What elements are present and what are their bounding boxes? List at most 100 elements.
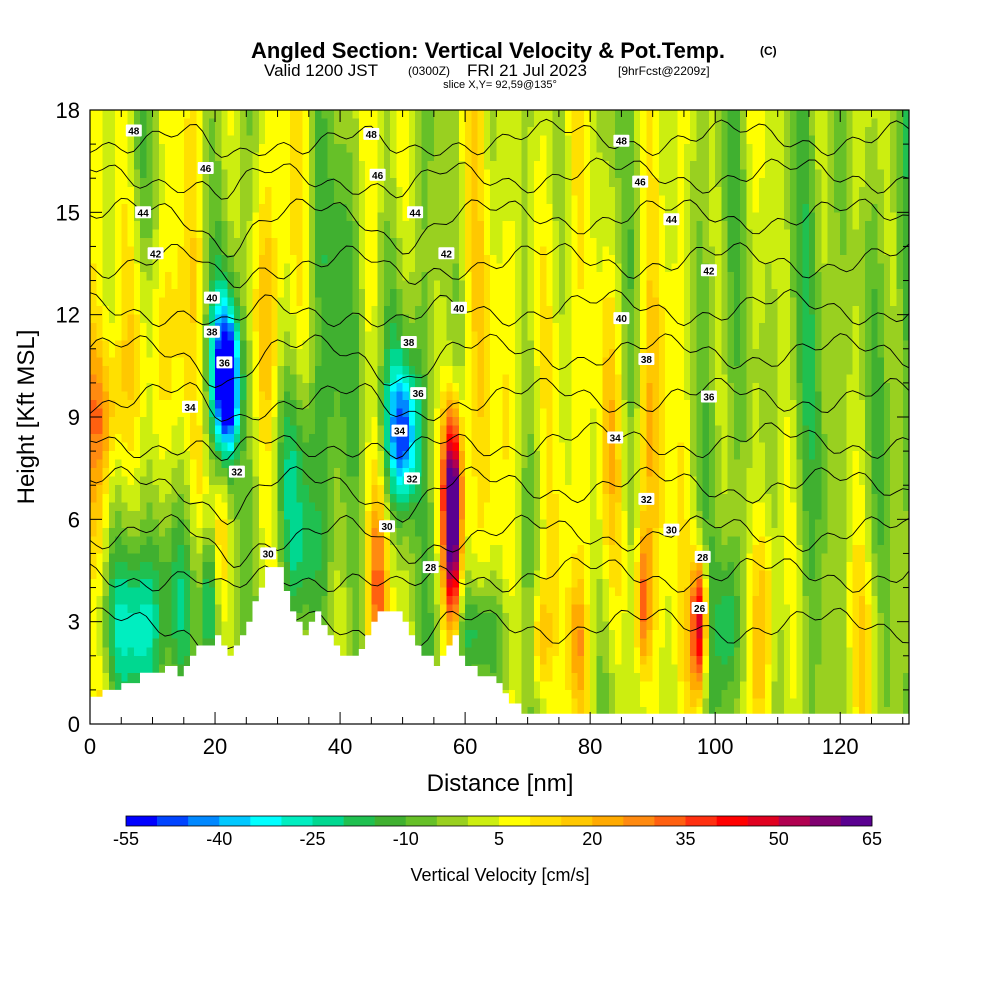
colorbar-swatch [157, 816, 189, 826]
contour-label: 36 [216, 356, 233, 369]
colorbar-swatch [374, 816, 407, 826]
colorbar-swatch [405, 816, 438, 826]
contour-label: 34 [391, 424, 408, 438]
colorbar-swatch [126, 816, 158, 826]
colorbar-tick-label: 50 [769, 829, 789, 849]
chart-slice-info: slice X,Y= 92,59@135° [443, 79, 557, 91]
heatmap-field [90, 110, 909, 724]
colorbar-swatch [561, 816, 593, 826]
contour-line [90, 242, 909, 289]
colorbar-swatch [467, 816, 500, 826]
y-tick-label: 18 [56, 98, 80, 123]
colorbar-tick-label: -55 [113, 829, 139, 849]
colorbar-tick-label: 20 [582, 829, 602, 849]
colorbar-title: Vertical Velocity [cm/s] [410, 865, 589, 885]
contour-labels: 48 48 48 46 46 46 44 44 44 42 42 42 40 40 40 38 38 38 36 36… [125, 124, 717, 615]
contour-label: 34 [607, 431, 624, 445]
colorbar-swatch [312, 816, 344, 826]
colorbar-swatch [250, 816, 282, 826]
contour-line [90, 333, 909, 389]
contour-label: 44 [407, 206, 424, 219]
colorbar-swatch [654, 816, 686, 826]
y-tick-label: 3 [68, 610, 80, 635]
y-axis-title: Height [Kft MSL] [13, 330, 40, 505]
contour-label: 36 [410, 387, 427, 400]
colorbar-swatch [188, 816, 220, 826]
colorbar-swatch [778, 816, 811, 826]
contour-line [90, 377, 909, 422]
colorbar-tick-label: 5 [494, 829, 504, 849]
chart-subtitle-date: FRI 21 Jul 2023 [467, 61, 587, 80]
contour-label: 28 [422, 561, 439, 574]
contour-label: 42 [147, 247, 164, 260]
contour-label: 42 [438, 247, 455, 260]
colorbar-swatch [809, 816, 842, 826]
chart-title-mark: (C) [760, 44, 777, 58]
x-axis: 0 20 40 60 80 100 120 [84, 110, 904, 759]
contour-label: 32 [404, 472, 420, 485]
colorbar-swatch [685, 816, 717, 826]
colorbar: -55 -40 -25 -10 5 20 35 50 65 [113, 815, 882, 849]
contour-line [90, 422, 909, 462]
colorbar-swatch [716, 816, 748, 826]
contour-label: 40 [203, 291, 220, 305]
contour-label: 46 [632, 175, 649, 189]
y-tick-label: 9 [68, 405, 80, 430]
contour-label: 32 [638, 492, 655, 506]
x-axis-title: Distance [nm] [427, 770, 574, 797]
chart-title: Angled Section: Vertical Velocity & Pot.… [251, 38, 725, 63]
contour-label: 48 [613, 134, 630, 148]
colorbar-tick-label: -10 [393, 829, 419, 849]
contour-line [90, 197, 909, 258]
colorbar-swatch [592, 816, 624, 826]
colorbar-swatch [436, 816, 469, 826]
contour-label: 30 [663, 523, 680, 537]
contour-line [90, 289, 909, 328]
contour-line [90, 157, 909, 200]
colorbar-swatch [623, 816, 655, 826]
x-tick-label: 0 [84, 734, 96, 759]
contour-label: 44 [663, 213, 680, 226]
chart-subtitle-valid: Valid 1200 JST [264, 61, 378, 80]
x-tick-label: 80 [578, 734, 602, 759]
colorbar-swatch [343, 816, 375, 826]
colorbar-tick-label: 35 [675, 829, 695, 849]
x-tick-label: 120 [822, 734, 859, 759]
contour-label: 36 [700, 390, 717, 404]
contour-label: 28 [694, 550, 711, 564]
colorbar-tick-label: -40 [206, 829, 232, 849]
contour-label: 40 [613, 312, 630, 325]
chart-subtitle-utc: (0300Z) [408, 64, 450, 78]
y-tick-label: 0 [68, 712, 80, 737]
contour-line [90, 118, 909, 158]
contour-label: 32 [228, 465, 245, 479]
contour-label: 30 [260, 547, 277, 560]
colorbar-swatch [281, 816, 313, 826]
colorbar-swatch [499, 816, 531, 826]
x-tick-label: 20 [203, 734, 227, 759]
contour-label: 38 [203, 325, 220, 339]
contour-label: 30 [379, 520, 395, 533]
contour-label: 26 [691, 602, 708, 615]
contour-label: 38 [400, 336, 417, 349]
colorbar-swatch [840, 816, 873, 826]
colorbar-swatch [530, 816, 562, 826]
contour-line [90, 466, 909, 526]
contour-label: 46 [369, 168, 386, 182]
x-tick-label: 40 [328, 734, 352, 759]
contour-label: 48 [363, 127, 380, 141]
y-tick-label: 6 [68, 507, 80, 532]
colorbar-swatch [747, 816, 780, 826]
contour-label: 44 [135, 206, 152, 219]
terrain [90, 567, 909, 724]
chart-subtitle-forecast: [9hrFcst@2209z] [618, 64, 710, 78]
colorbar-swatch [219, 816, 251, 826]
contour-label: 42 [700, 264, 717, 277]
contour-label: 46 [197, 162, 214, 175]
contour-line [90, 514, 909, 568]
y-tick-label: 15 [56, 200, 80, 225]
contour-label: 40 [450, 301, 467, 315]
contour-line [90, 556, 909, 593]
